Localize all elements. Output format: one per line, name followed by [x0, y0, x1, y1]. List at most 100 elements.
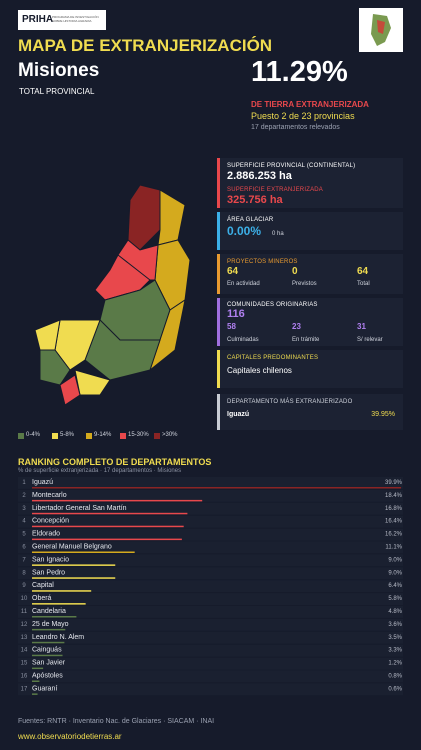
legend-label: 15-30%: [128, 432, 149, 438]
value: 2.886.253 ha: [227, 170, 292, 182]
value-label: 0.8%: [388, 674, 402, 680]
department-name: Libertador General San Martín: [32, 505, 127, 512]
bar: [32, 616, 77, 618]
value-label: 5.8%: [388, 596, 402, 602]
card-mining: PROYECTOS MINEROS 64 En actividad 0 Previst…: [217, 254, 403, 294]
value-label: 6.4%: [388, 583, 402, 589]
department-name: Oberá: [32, 595, 52, 602]
row-bg: [18, 683, 403, 696]
value-label: 4.8%: [388, 609, 402, 615]
departments: 17 departamentos relevados: [251, 124, 340, 131]
rank-number: 12: [21, 622, 28, 628]
department-name: Apóstoles: [32, 673, 63, 680]
logo-box: PRIHA PROGRAMA DE INVESTIGACIÓN SOBRE HI…: [18, 10, 106, 30]
value-label: 18.4%: [385, 493, 403, 499]
value-label: 16.2%: [385, 532, 403, 538]
title: MAPA DE EXTRANJERIZACIÓN: [18, 36, 273, 55]
row-bg: [18, 631, 403, 644]
row-bg: [18, 477, 403, 489]
bar: [32, 577, 116, 579]
row-bg: [18, 567, 403, 580]
department-name: San Ignacio: [32, 556, 69, 563]
rank-number: 4: [22, 519, 26, 525]
area: 0 ha: [272, 231, 284, 237]
department: [148, 298, 186, 372]
rank-number: 15: [21, 661, 28, 667]
department-name: San Pedro: [32, 569, 65, 576]
legend-swatch: [154, 433, 160, 439]
value-label: 39.9%: [385, 480, 403, 486]
bar: [32, 590, 92, 592]
observatory-logo: [359, 8, 403, 52]
department: [34, 319, 61, 351]
ranking-chart: 1 Iguazú 39.9% 2 Montecarlo 18.4% 3 Libertador …: [18, 477, 403, 696]
label: PROYECTOS MINEROS: [227, 259, 298, 265]
value-label: 9.0%: [388, 570, 402, 576]
label: SUPERFICIE EXTRANJERIZADA: [227, 187, 324, 193]
item-label: Total: [357, 281, 370, 287]
row-bg: [18, 644, 403, 657]
value: 116: [227, 308, 245, 320]
rank-number: 7: [22, 557, 26, 563]
item-label: En actividad: [227, 281, 260, 287]
row-bg: [18, 502, 403, 515]
value-label: 16.8%: [385, 506, 403, 512]
item-value: 23: [292, 322, 301, 331]
department-name: Montecarlo: [32, 492, 67, 499]
department: [157, 189, 186, 246]
rank-number: 9: [22, 583, 26, 589]
card-communities: COMUNIDADES ORIGINARIAS 116 58 Culminadas…: [217, 298, 403, 346]
department-name: Concepción: [32, 518, 69, 525]
legend-swatch: [52, 433, 58, 439]
item-value: 0: [292, 266, 298, 277]
item-value: 31: [357, 322, 366, 331]
row-bg: [18, 606, 403, 618]
scope: TOTAL PROVINCIAL: [19, 87, 95, 96]
ranking-subtitle: % de superficie extranjerizada · 17 depa…: [18, 468, 182, 474]
value: 0.00%: [227, 224, 262, 238]
bar: [32, 654, 63, 657]
label: DEPARTAMENTO MÁS EXTRANJERIZADO: [227, 399, 353, 405]
position: Puesto 2 de 23 provincias: [251, 111, 355, 121]
bar: [32, 564, 116, 566]
department-name: Cainguás: [32, 647, 62, 654]
department-name: 25 de Mayo: [32, 621, 69, 628]
legend-label: 0-4%: [26, 432, 41, 438]
value-label: 11.1%: [385, 545, 402, 551]
url: www.observatoriodetierras.ar: [18, 732, 122, 741]
percent-label: DE TIERRA EXTRANJERIZADA: [251, 100, 369, 109]
label: CAPITALES PREDOMINANTES: [227, 355, 319, 361]
value-label: 3.5%: [388, 635, 402, 641]
value-label: 3.3%: [388, 648, 402, 654]
value-label: 9.0%: [388, 557, 402, 563]
card-glacier: ÁREA GLACIAR 0.00% 0 ha: [217, 212, 403, 250]
rank-number: 8: [22, 570, 26, 576]
row-bg: [18, 618, 403, 631]
logo-icon: [371, 14, 391, 46]
card-capital: CAPITALES PREDOMINANTES Capitales chilen…: [217, 350, 403, 388]
value-label: 0.6%: [388, 686, 402, 692]
rank-number: 3: [22, 506, 26, 512]
bar: [32, 487, 402, 489]
bar: [32, 693, 38, 695]
legend-label: 9-14%: [94, 432, 112, 438]
row-bg: [18, 528, 403, 541]
department-name: Iguazú: [32, 479, 53, 486]
legend-swatch: [86, 433, 92, 439]
row-bg: [18, 541, 403, 554]
rank-number: 1: [22, 480, 26, 486]
legend-label: 5-8%: [60, 432, 75, 438]
rank-number: 14: [21, 648, 28, 654]
bar: [32, 641, 65, 644]
province: Misiones: [18, 60, 100, 81]
department: [59, 374, 81, 406]
department-name: General Manuel Belgrano: [32, 544, 112, 551]
department: [127, 184, 161, 251]
item-value: 64: [227, 266, 239, 277]
bar: [32, 628, 66, 631]
row-bg: [18, 580, 403, 593]
rank-number: 10: [21, 596, 28, 602]
legend-swatch: [18, 433, 24, 439]
card-surface: SUPERFICIE PROVINCIAL (CONTINENTAL) 2.88…: [217, 158, 403, 208]
row-bg: [18, 670, 403, 683]
